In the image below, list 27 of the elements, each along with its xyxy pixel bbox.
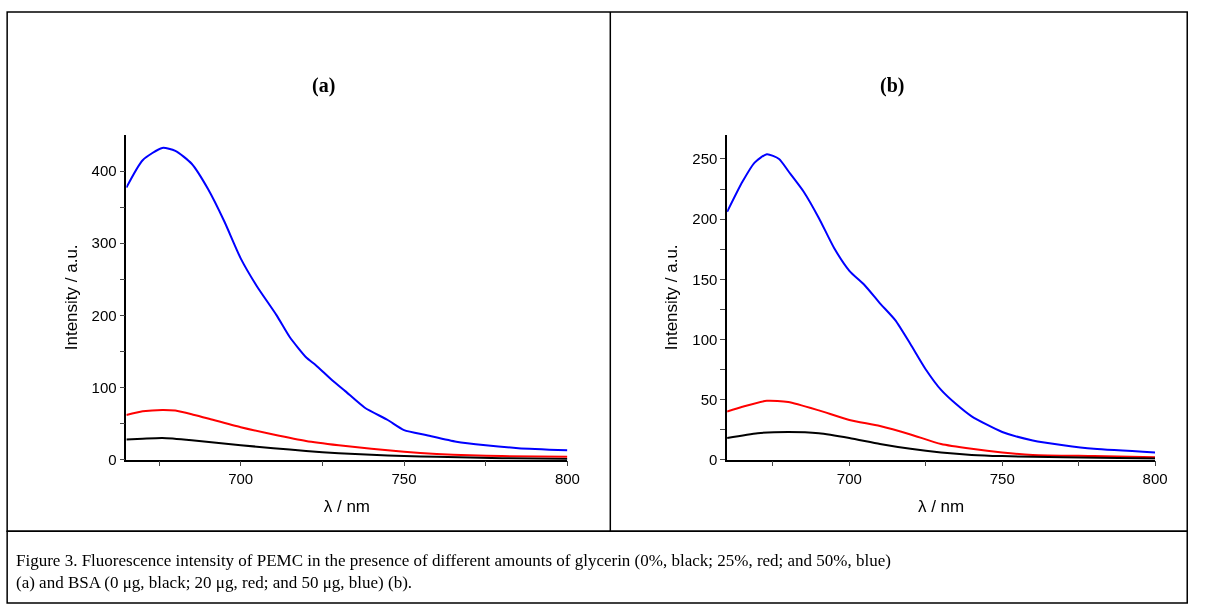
x-tick-label: 800 (1142, 470, 1168, 488)
x-tick-label: 700 (228, 470, 254, 488)
x-tick-label: 750 (391, 470, 417, 488)
y-tick-label: 50 (700, 390, 718, 408)
y-tick-label: 250 (692, 150, 718, 168)
chart-title: (b) (880, 74, 905, 97)
y-tick-label: 0 (108, 450, 117, 468)
y-tick-label: 200 (91, 306, 117, 324)
y-tick-label: 300 (91, 234, 117, 252)
line-series (727, 153, 1156, 454)
y-tick-label: 200 (692, 210, 718, 228)
y-tick-label: 400 (91, 162, 117, 180)
chart-title: (a) (312, 74, 336, 97)
x-tick-label: 800 (554, 470, 580, 488)
line-series (126, 146, 568, 452)
y-tick-label: 100 (692, 330, 718, 348)
x-axis-title: λ / nm (917, 497, 965, 517)
y-tick-label: 0 (709, 450, 718, 468)
x-tick-label: 750 (989, 470, 1015, 488)
y-axis-title: Intensity / a.u. (61, 244, 81, 351)
y-axis-title: Intensity / a.u. (662, 244, 682, 351)
x-axis-title: λ / nm (323, 497, 371, 517)
y-tick-label: 100 (91, 378, 117, 396)
caption: Figure 3. Fluorescence intensity of PEMC in the presence of different amounts of glycerin (0%, black; 25%, red; and 50%, blue) (a) and BSA (0 μg, black; 20 μg, red; and 50 μg, blue) (b). (16, 551, 891, 593)
y-tick-label: 150 (692, 270, 718, 288)
line-series (126, 408, 568, 458)
x-tick-label: 700 (836, 470, 862, 488)
